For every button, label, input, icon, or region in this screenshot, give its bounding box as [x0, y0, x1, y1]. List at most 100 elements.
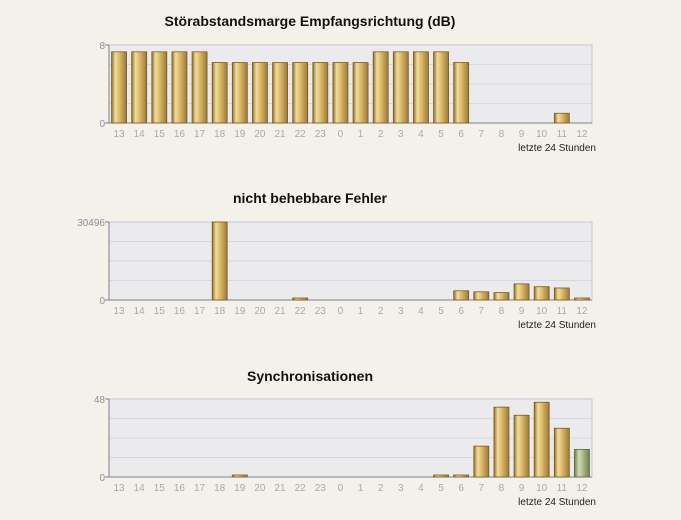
chart1-bar: [433, 51, 449, 124]
chart1-bar: [392, 51, 409, 124]
chart1-xtick-label: 12: [576, 129, 588, 140]
chart3-xtick-label: 13: [114, 483, 126, 494]
chart3-ytick-min: 0: [99, 473, 105, 484]
chart1-bar: [312, 62, 329, 124]
chart3-xtick-label: 9: [519, 483, 525, 494]
chart1-bar: [252, 62, 268, 124]
chart2-xtick-label: 8: [499, 306, 505, 317]
chart3-xtick-label: 6: [458, 483, 464, 494]
chart1-bar: [211, 62, 228, 124]
chart1-xtick-label: 17: [194, 129, 206, 140]
chart3-xtick-label: 10: [536, 483, 548, 494]
chart1-bar: [151, 51, 168, 124]
chart3-xtick-label: 12: [576, 483, 588, 494]
chart2-xtick-label: 6: [458, 306, 464, 317]
chart1-xtick-label: 9: [519, 129, 525, 140]
chart1-bar: [553, 112, 570, 124]
chart1-bar: [332, 62, 349, 124]
chart1-xtick-label: 16: [174, 129, 186, 140]
chart1-xtick-label: 23: [315, 129, 327, 140]
chart2-xtick-label: 12: [576, 306, 588, 317]
chart2-x-axis-label: letzte 24 Stunden: [518, 320, 596, 331]
chart1-bar: [453, 62, 470, 124]
chart2-xtick-label: 21: [275, 306, 287, 317]
chart1-ytick-max: 8: [99, 41, 105, 52]
chart2-xtick-label: 0: [338, 306, 344, 317]
chart2-xtick-label: 4: [418, 306, 424, 317]
chart3-bar: [493, 406, 510, 478]
chart1-xtick-label: 21: [275, 129, 287, 140]
chart3-xtick-label: 22: [295, 483, 307, 494]
chart1-xtick-label: 10: [536, 129, 548, 140]
chart1-bar: [131, 51, 148, 124]
chart3-bar: [433, 474, 449, 478]
chart2-xtick-label: 7: [479, 306, 485, 317]
chart1-xtick-label: 19: [234, 129, 246, 140]
chart2-xtick-label: 13: [114, 306, 126, 317]
chart1-xtick-label: 20: [254, 129, 266, 140]
chart2-xtick-label: 3: [398, 306, 404, 317]
chart3-xtick-label: 7: [479, 483, 485, 494]
chart1-xtick-label: 1: [358, 129, 364, 140]
chart3-xtick-label: 17: [194, 483, 206, 494]
chart3-xtick-label: 15: [154, 483, 166, 494]
chart2-xtick-label: 15: [154, 306, 166, 317]
chart3-xtick-label: 0: [338, 483, 344, 494]
chart2-xtick-label: 17: [194, 306, 206, 317]
chart1-bar: [272, 62, 288, 124]
chart1-ytick-min: 0: [99, 119, 105, 130]
chart2-bar: [493, 292, 510, 301]
chart2-bar: [533, 286, 550, 301]
chart1-xtick-label: 11: [557, 129, 568, 140]
chart3-xtick-label: 3: [398, 483, 404, 494]
chart2-xtick-label: 20: [254, 306, 266, 317]
chart3-xtick-label: 5: [438, 483, 444, 494]
chart1-xtick-label: 7: [479, 129, 485, 140]
chart2-bar: [453, 290, 470, 301]
chart1-bar: [231, 62, 248, 124]
chart2-xtick-label: 23: [315, 306, 327, 317]
chart3-bar: [231, 474, 248, 478]
chart1-bar: [111, 51, 127, 124]
chart-title-snr: Störabstandsmarge Empfangsrichtung (dB): [164, 13, 456, 29]
chart3-xtick-label: 16: [174, 483, 186, 494]
chart1-xtick-label: 6: [458, 129, 464, 140]
chart3-bar: [513, 414, 530, 478]
chart1-xtick-label: 2: [378, 129, 384, 140]
chart2-bar: [473, 291, 490, 301]
chart1-bar: [372, 51, 389, 124]
chart1-xtick-label: 15: [154, 129, 166, 140]
chart1-xtick-label: 5: [438, 129, 444, 140]
chart2-ytick-min: 0: [99, 296, 105, 307]
chart2-xtick-label: 5: [438, 306, 444, 317]
chart1-xtick-label: 22: [295, 129, 307, 140]
chart2-xtick-label: 10: [536, 306, 548, 317]
chart3-xtick-label: 23: [315, 483, 327, 494]
chart1-x-axis-label: letzte 24 Stunden: [518, 143, 596, 154]
chart3-xtick-label: 18: [214, 483, 226, 494]
chart2-xtick-label: 14: [134, 306, 146, 317]
chart3-xtick-label: 19: [234, 483, 246, 494]
chart2-xtick-label: 2: [378, 306, 384, 317]
chart3-xtick-label: 21: [275, 483, 287, 494]
chart2-ytick-max: 30496: [77, 218, 105, 229]
chart2-xtick-label: 11: [557, 306, 568, 317]
chart3-xtick-label: 4: [418, 483, 424, 494]
chart1-bar: [171, 51, 188, 124]
chart3-xtick-label: 20: [254, 483, 266, 494]
chart-title-errors: nicht behebbare Fehler: [232, 190, 388, 206]
chart2-xtick-label: 1: [358, 306, 364, 317]
chart3-xtick-label: 8: [499, 483, 505, 494]
chart3-xtick-label: 1: [358, 483, 364, 494]
chart2-xtick-label: 19: [234, 306, 246, 317]
chart-title-sync: Synchronisationen: [246, 368, 374, 384]
chart3-x-axis-label: letzte 24 Stunden: [518, 497, 596, 508]
chart3-bar: [533, 401, 550, 478]
chart1-xtick-label: 14: [134, 129, 146, 140]
chart1-xtick-label: 3: [398, 129, 404, 140]
chart2-bar: [292, 297, 309, 301]
chart3-bar: [574, 448, 590, 478]
chart1-bar: [413, 51, 429, 124]
